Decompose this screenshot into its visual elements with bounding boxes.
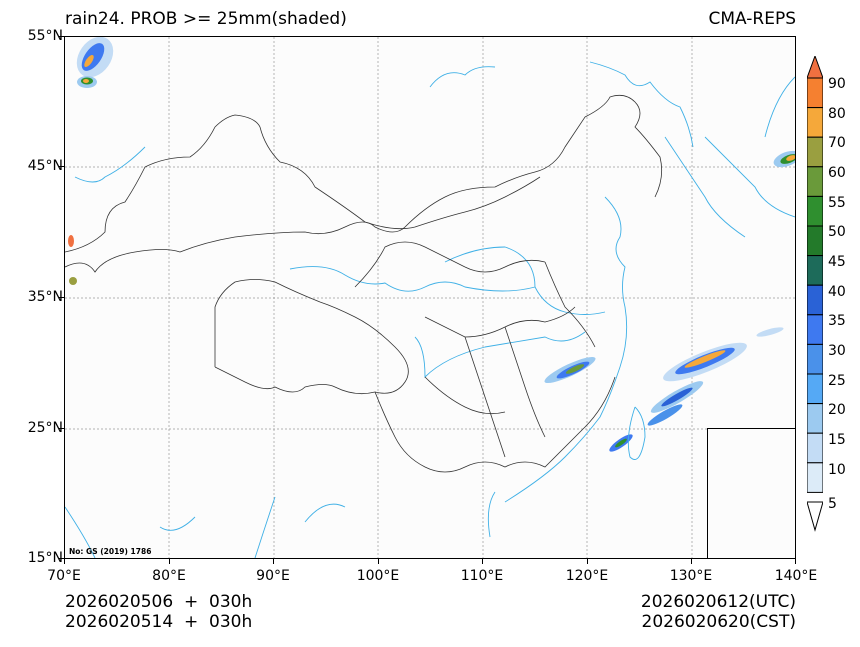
gridlines <box>65 37 795 558</box>
lon-tick-label: 90°E <box>256 568 290 584</box>
lon-tick-label: 130°E <box>669 568 713 584</box>
lon-tick-mark <box>378 559 379 564</box>
lat-tick-mark <box>59 428 64 429</box>
lat-tick-mark <box>59 558 64 559</box>
valid-time-block: 2026020612(UTC) 2026020620(CST) <box>641 592 796 632</box>
colorbar-label: 70 <box>828 135 846 151</box>
lat-tick-mark <box>59 36 64 37</box>
lon-tick-label: 80°E <box>152 568 186 584</box>
lon-tick-mark <box>795 559 796 564</box>
administrative-borders <box>65 94 663 473</box>
lat-tick-label: 25°N <box>27 420 63 436</box>
colorbar-label: 25 <box>828 373 846 389</box>
init-time-utc: 2026020506 + 030h <box>65 592 253 612</box>
valid-time-utc: 2026020612(UTC) <box>640 592 796 612</box>
colorbar-label: 20 <box>828 402 846 418</box>
lat-tick-mark <box>59 297 64 298</box>
lon-tick-mark <box>587 559 588 564</box>
map-canvas <box>65 37 795 558</box>
colorbar-label: 5 <box>828 496 837 512</box>
lat-tick-label: 15°N <box>27 550 63 566</box>
lon-tick-mark <box>482 559 483 564</box>
colorbar <box>807 56 823 532</box>
precip-shading <box>68 37 795 452</box>
map-panel[interactable]: No: GS (2019) 1786 <box>64 36 796 559</box>
coastlines-rivers <box>65 61 795 558</box>
lon-tick-label: 70°E <box>47 568 81 584</box>
lat-tick-label: 55°N <box>27 28 63 44</box>
colorbar-label: 10 <box>828 462 846 478</box>
lat-tick-label: 35°N <box>27 289 63 305</box>
plot-title-right: CMA-REPS <box>708 9 796 29</box>
colorbar-label: 35 <box>828 313 846 329</box>
lon-tick-label: 110°E <box>460 568 504 584</box>
map-approval-note: No: GS (2019) 1786 <box>69 547 152 556</box>
lon-tick-mark <box>169 559 170 564</box>
colorbar-label: 60 <box>828 165 846 181</box>
colorbar-label: 55 <box>828 195 846 211</box>
init-time-cst: 2026020514 + 030h <box>65 612 253 632</box>
lon-tick-mark <box>64 559 65 564</box>
valid-time-cst: 2026020620(CST) <box>641 612 796 632</box>
lon-tick-label: 120°E <box>565 568 609 584</box>
lat-tick-mark <box>59 166 64 167</box>
colorbar-label: 50 <box>828 224 846 240</box>
colorbar-label: 30 <box>828 343 846 359</box>
colorbar-label: 15 <box>828 432 846 448</box>
colorbar-label: 45 <box>828 254 846 270</box>
lon-tick-label: 140°E <box>774 568 818 584</box>
lat-tick-label: 45°N <box>27 158 63 174</box>
south-china-sea-inset <box>707 428 795 558</box>
colorbar-label: 40 <box>828 284 846 300</box>
plot-title-left: rain24. PROB >= 25mm(shaded) <box>65 9 347 29</box>
lon-tick-label: 100°E <box>356 568 400 584</box>
lon-tick-mark <box>273 559 274 564</box>
colorbar-label: 80 <box>828 106 846 122</box>
colorbar-label: 90 <box>828 76 846 92</box>
init-time-block: 2026020506 + 030h 2026020514 + 030h <box>65 592 252 632</box>
lon-tick-mark <box>691 559 692 564</box>
